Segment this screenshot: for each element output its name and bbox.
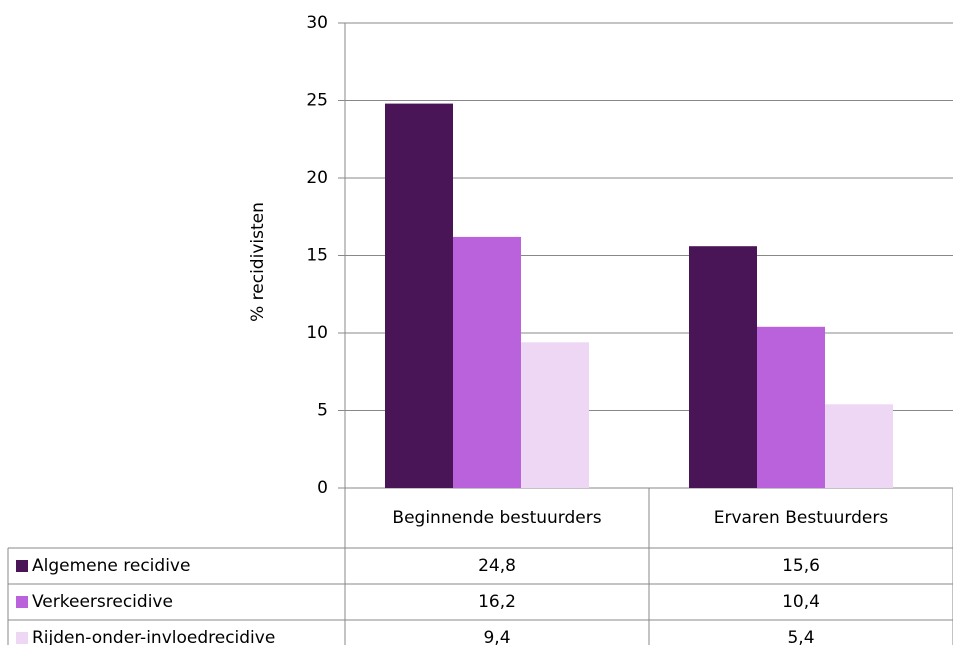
category-cell: Ervaren Bestuurders: [713, 507, 889, 528]
bar: [689, 246, 757, 488]
x-tick-label: Ervaren Bestuurders: [713, 507, 889, 528]
legend-swatch: [16, 632, 28, 644]
category-cell: Beginnende bestuurders: [392, 507, 602, 528]
y-tick-label: 10: [306, 323, 328, 343]
table-value: 24,8: [478, 556, 516, 576]
table-value: 15,6: [782, 556, 820, 576]
legend-label: Verkeersrecidive: [32, 592, 173, 612]
bar: [521, 342, 589, 488]
x-tick-label: Beginnende bestuurders: [392, 507, 602, 528]
table-value: 5,4: [787, 628, 814, 645]
bar: [757, 326, 825, 488]
table-value: 10,4: [782, 592, 820, 612]
y-tick-label: 0: [317, 478, 328, 498]
bar: [453, 236, 521, 488]
y-tick-label: 25: [306, 91, 328, 111]
table-value: 9,4: [483, 628, 510, 645]
bar: [385, 103, 453, 488]
y-tick-label: 5: [317, 401, 328, 421]
y-tick-label: 20: [306, 168, 328, 188]
table-value: 16,2: [478, 592, 516, 612]
legend-label: Algemene recidive: [32, 556, 190, 576]
y-tick-label: 15: [306, 246, 328, 266]
bar: [825, 404, 893, 488]
legend-label: Rijden-onder-invloedrecidive: [32, 628, 275, 645]
y-tick-label: 30: [306, 13, 328, 33]
legend-swatch: [16, 560, 28, 572]
y-axis-label: % recidivisten: [248, 202, 268, 322]
legend-swatch: [16, 596, 28, 608]
